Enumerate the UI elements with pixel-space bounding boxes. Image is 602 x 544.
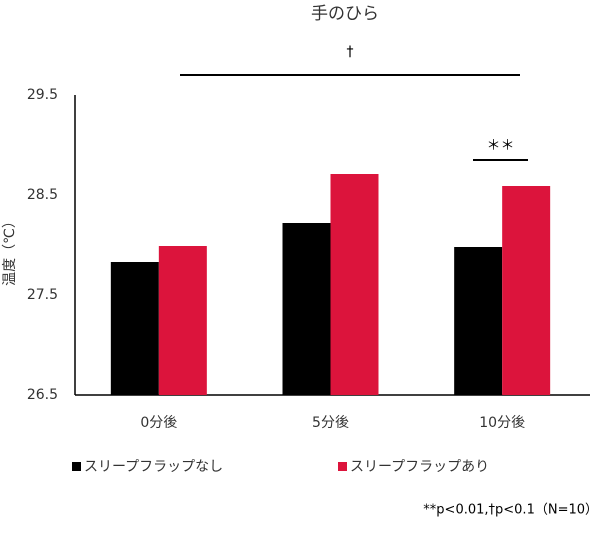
bar: [454, 247, 503, 395]
bar: [158, 246, 207, 395]
x-tick-label: 5分後: [312, 415, 349, 431]
legend-label: スリープフラップなし: [84, 459, 223, 475]
y-axis-label: 温度（℃）: [2, 214, 18, 286]
chart-title: 手のひら: [311, 4, 379, 24]
x-tick-label: 0分後: [140, 415, 177, 431]
y-tick-label: 28.5: [27, 187, 58, 203]
x-tick-label: 10分後: [479, 415, 525, 431]
legend-swatch: [72, 462, 81, 471]
footnote: **p<0.01,†p<0.1（N=10）: [423, 503, 598, 518]
legend-swatch: [338, 462, 347, 471]
annotation: †: [347, 44, 354, 60]
annotation: ＊＊: [487, 138, 515, 154]
bar: [502, 186, 551, 395]
bar: [330, 174, 379, 395]
bar: [110, 262, 159, 395]
legend-label: スリープフラップあり: [350, 459, 489, 475]
bar: [282, 223, 331, 395]
y-tick-label: 29.5: [27, 87, 58, 103]
y-tick-label: 27.5: [27, 287, 58, 303]
y-tick-label: 26.5: [27, 387, 58, 403]
